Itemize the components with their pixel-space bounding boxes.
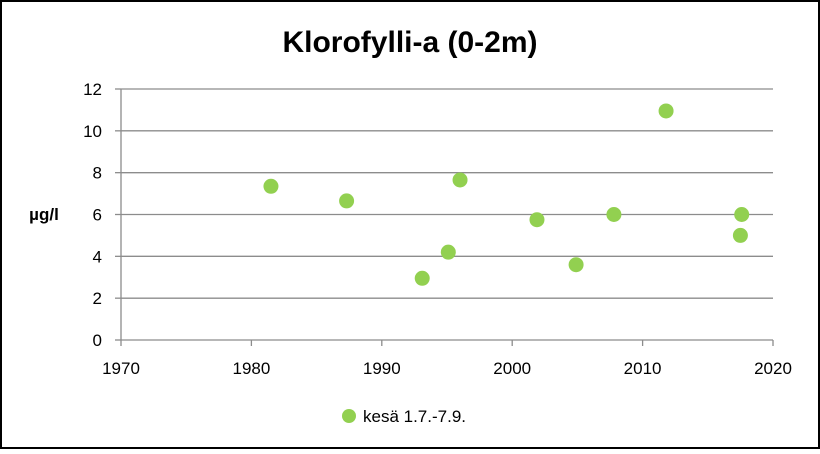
x-tick-label: 1990: [363, 359, 401, 378]
y-tick-label: 6: [93, 206, 102, 225]
data-point: [452, 172, 468, 188]
y-tick-label: 0: [93, 331, 102, 350]
data-point: [568, 257, 584, 273]
x-tick-label: 2020: [754, 359, 792, 378]
chart-title: Klorofylli-a (0-2m): [282, 26, 537, 59]
x-tick-label: 2000: [493, 359, 531, 378]
data-point: [529, 212, 545, 228]
y-axis-label: µg/l: [29, 205, 59, 224]
data-point: [440, 244, 456, 260]
legend-label: kesä 1.7.-7.9.: [363, 407, 466, 426]
tick-labels: 0 2 4 6 8 10 12 1970 1980 1990 2000 2010 2020: [83, 80, 792, 378]
legend: kesä 1.7.-7.9.: [342, 407, 466, 426]
data-point: [732, 227, 748, 243]
legend-marker: [342, 409, 356, 423]
y-tick-label: 12: [83, 80, 102, 99]
x-tick-label: 1980: [232, 359, 270, 378]
data-point: [734, 207, 750, 222]
y-tick-label: 2: [93, 289, 102, 308]
y-tick-label: 10: [83, 122, 102, 141]
data-point: [339, 193, 355, 209]
y-tick-label: 4: [93, 247, 102, 266]
data-point: [606, 207, 622, 222]
axes: [115, 88, 774, 346]
data-point: [263, 178, 279, 194]
x-tick-label: 1970: [102, 359, 140, 378]
data-point: [414, 270, 430, 286]
y-tick-label: 8: [93, 164, 102, 183]
data-point: [658, 103, 674, 119]
x-tick-label: 2010: [624, 359, 662, 378]
gridlines: [121, 88, 773, 299]
data-points: [263, 103, 750, 286]
